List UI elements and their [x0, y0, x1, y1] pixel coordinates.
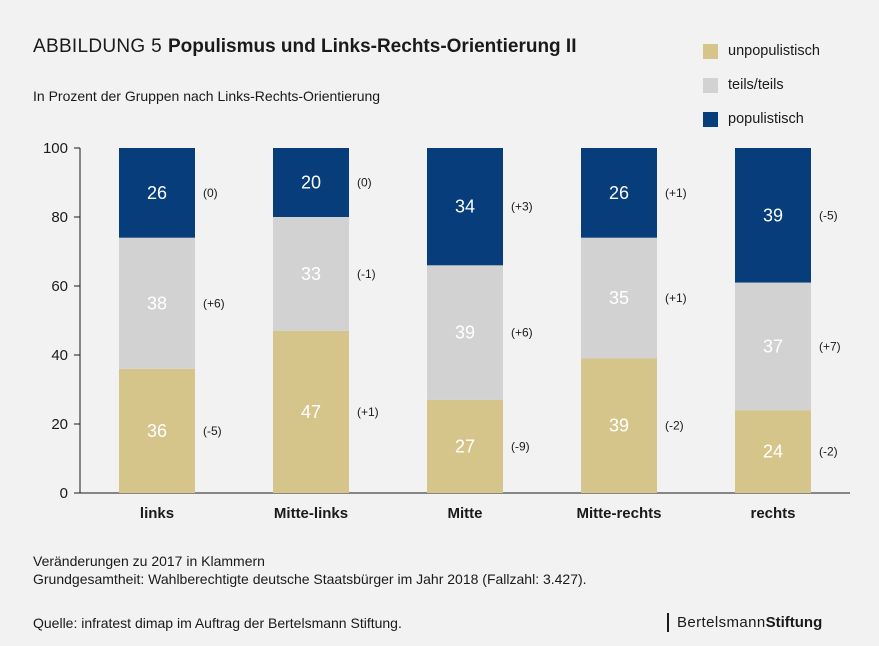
change-label: (+1): [357, 405, 379, 419]
bar-segment-teilsteils: [119, 237, 195, 369]
bar-segment-unpopulistisch: [273, 330, 349, 493]
x-category-label: Mitte-links: [274, 505, 348, 522]
change-label: (-2): [819, 445, 838, 459]
bar-value-label: 20: [301, 173, 321, 193]
bar-value-label: 26: [609, 183, 629, 203]
y-tick-label: 80: [51, 209, 68, 226]
bar-segment-unpopulistisch: [735, 410, 811, 493]
chart-subtitle: In Prozent der Gruppen nach Links-Rechts…: [33, 88, 381, 104]
y-tick-label: 0: [60, 485, 68, 502]
change-label: (-2): [665, 419, 684, 433]
change-label: (0): [357, 176, 372, 190]
x-category-label: rechts: [750, 505, 795, 522]
bar-value-label: 33: [301, 264, 321, 284]
change-label: (-1): [357, 267, 376, 281]
change-label: (+3): [511, 200, 533, 214]
figure-number: ABBILDUNG 5: [33, 36, 162, 57]
x-category-label: Mitte-rechts: [576, 505, 661, 522]
change-label: (-5): [203, 424, 222, 438]
change-label: (+1): [665, 186, 687, 200]
bar-value-label: 35: [609, 288, 629, 308]
bar-segment-unpopulistisch: [581, 358, 657, 493]
x-category-label: Mitte: [448, 505, 483, 522]
bar-segment-teilsteils: [581, 237, 657, 359]
legend-label: unpopulistisch: [728, 43, 820, 59]
brand-name: Bertelsmann: [677, 614, 766, 631]
bar-segment-unpopulistisch: [427, 399, 503, 493]
bar-segment-populistisch: [119, 148, 195, 238]
legend-label: teils/teils: [728, 77, 784, 93]
change-label: (+7): [819, 339, 841, 353]
stacked-bar-chart: 0 20 40 60 80 100 36 (-5) 38 (+6) 26 (0) links 47 (+1)…: [43, 140, 850, 522]
legend-label: populistisch: [728, 111, 804, 127]
population-note: Grundgesamtheit: Wahlberechtigte deutsch…: [33, 571, 587, 587]
y-tick-label: 100: [43, 140, 68, 157]
change-label: (+6): [203, 296, 225, 310]
bar-value-label: 39: [609, 416, 629, 436]
legend-item-unpopulistisch: unpopulistisch: [703, 34, 820, 68]
bar-segment-teilsteils: [735, 282, 811, 411]
bar-segment-populistisch: [427, 148, 503, 266]
chart-title: ABBILDUNG 5 Populismus und Links-Rechts-O…: [33, 36, 577, 58]
x-category-label: links: [140, 505, 174, 522]
legend-swatch: [703, 111, 718, 127]
bar-segment-populistisch: [273, 148, 349, 217]
bar-value-label: 26: [147, 183, 167, 203]
change-label: (-9): [511, 439, 530, 453]
bar-value-label: 38: [147, 293, 167, 313]
bar-value-label: 39: [763, 205, 783, 225]
bar-value-label: 39: [455, 323, 475, 343]
brand-logo: BertelsmannStiftung: [667, 613, 822, 632]
title-text: Populismus und Links-Rechts-Orientierung…: [167, 36, 577, 57]
change-label: (0): [203, 186, 218, 200]
legend-swatch: [703, 43, 718, 59]
bar-value-label: 47: [301, 402, 321, 422]
source-note: Quelle: infratest dimap im Auftrag der B…: [33, 615, 402, 631]
bar-value-label: 27: [455, 436, 475, 456]
bar-value-label: 36: [147, 421, 167, 441]
legend: unpopulistisch teils/teils populistisch: [703, 34, 820, 136]
brand-suffix: Stiftung: [765, 614, 823, 631]
change-label: (+1): [665, 291, 687, 305]
bar-segment-populistisch: [581, 148, 657, 238]
change-label: (-5): [819, 208, 838, 222]
y-tick-label: 60: [51, 278, 68, 295]
bar-segment-teilsteils: [427, 265, 503, 400]
bar-value-label: 37: [763, 336, 783, 356]
bar-segment-unpopulistisch: [119, 368, 195, 493]
footer-notes: Veränderungen zu 2017 in Klammern Grundg…: [33, 552, 587, 588]
bar-segment-teilsteils: [273, 217, 349, 331]
changes-note: Veränderungen zu 2017 in Klammern: [33, 553, 265, 569]
y-tick-label: 40: [51, 347, 68, 364]
legend-item-populistisch: populistisch: [703, 102, 820, 136]
bar-segment-populistisch: [735, 148, 811, 283]
change-label: (+6): [511, 326, 533, 340]
legend-swatch: [703, 77, 718, 93]
bar-value-label: 24: [763, 442, 783, 462]
legend-item-teils: teils/teils: [703, 68, 820, 102]
y-tick-label: 20: [51, 416, 68, 433]
bar-value-label: 34: [455, 197, 475, 217]
